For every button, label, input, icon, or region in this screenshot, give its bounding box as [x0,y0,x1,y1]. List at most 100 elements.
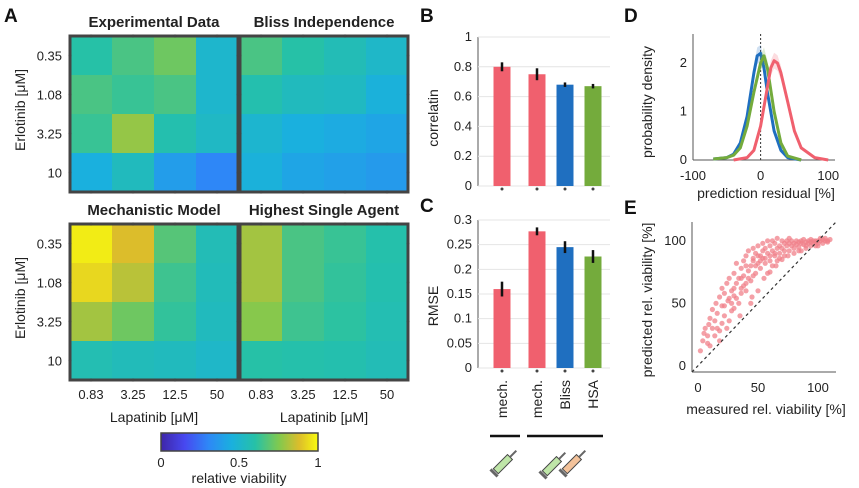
heatmap-cell [282,75,325,115]
tick-mark [535,369,539,373]
bar [528,74,546,186]
tick-mark [406,358,410,363]
tick-mark [259,190,263,194]
x-category-label: mech. [529,380,545,418]
y-tick-label: 0.8 [454,59,472,74]
scatter-point [721,290,728,296]
tick-mark [68,53,72,58]
heatmap-cell [240,114,283,154]
scatter-point [748,263,754,269]
heatmap-cell [70,263,113,303]
heatmap-cell [324,36,367,76]
tick-mark [89,378,93,382]
tick-mark [301,190,305,194]
y-tick-label: 0.4 [454,118,472,133]
y-tick-label: 0 [465,178,472,193]
scatter-point [717,338,723,344]
heatmap-cell [324,341,367,381]
scatter-point [719,285,725,291]
xlabel-lapatinib-left: Lapatinib [μM] [110,409,198,425]
heatmap-cell [154,153,197,193]
x-tick-label: 100 [807,380,829,395]
heatmap-cell [324,114,367,154]
y-tick-label: 1 [680,104,687,119]
tick-mark [406,53,410,58]
scatter-point [743,263,749,269]
heatmap-cell [70,114,113,154]
scatter-point [717,294,723,300]
scatter-point [765,270,771,276]
y-tick-label: 0.2 [454,261,472,276]
tick-mark [238,280,242,285]
scatter-point [755,288,761,294]
tick-mark [238,241,242,246]
y-tick-label: 0.05 [447,335,472,350]
y-tick-label: 0.15 [447,286,472,301]
heatmap-0 [68,34,240,194]
y-tick-label: 0.35 [37,49,62,64]
heatmap-cell [240,341,283,381]
y-tick-label: 0.1 [454,311,472,326]
tick-mark [238,319,242,324]
tick-mark [385,222,389,226]
panel-label-d: D [624,6,638,27]
scatter-point [791,250,797,256]
syringe-green-icon [538,451,567,480]
tick-mark [259,378,263,382]
tick-mark [68,358,72,363]
heatmap-cell [240,36,283,76]
heatmap-cell [154,224,197,264]
scatter-point [803,245,809,251]
tick-mark [500,187,504,191]
bar [556,247,574,368]
x-tick-label: 12.5 [162,387,187,402]
x-tick-label: 50 [210,387,224,402]
scatter-point [786,248,792,254]
scatter-point [761,275,767,281]
tick-mark [343,222,347,226]
scatter-point [774,235,780,241]
bar [584,86,602,186]
heatmap-cell [366,263,409,303]
bar [493,66,511,186]
colorbar-tick-1: 1 [314,455,321,470]
scatter-point [750,245,756,251]
ylabel-rmse: RMSE [425,286,441,326]
heatmap-cell [70,75,113,115]
tick-mark [238,170,242,175]
heatmap-cell [366,75,409,115]
tick-mark [406,131,410,136]
tick-mark [301,222,305,226]
tick-mark [259,222,263,226]
tick-mark [131,378,135,382]
tick-mark [215,34,219,38]
tick-mark [301,378,305,382]
x-tick-label: 0.83 [248,387,273,402]
heatmap-frame [238,34,410,194]
tick-mark [173,378,177,382]
tick-mark [238,53,242,58]
tick-mark [406,241,410,246]
scatter-point [733,280,740,286]
scatter-point [757,265,764,271]
tick-mark [591,187,595,191]
tick-mark [385,190,389,194]
scatter-point [755,243,761,249]
identity-line [691,221,837,373]
y-tick-label: 10 [48,354,62,369]
scatter-point [777,255,783,261]
tick-mark [131,190,135,194]
heatmap-3 [238,222,410,382]
heatmap-cell [154,36,197,76]
tick-mark [343,190,347,194]
heatmap-title-mechanistic: Mechanistic Model [87,202,220,219]
x-category-label: mech. [494,380,510,418]
tick-mark [563,369,567,373]
scatter-point [760,255,766,261]
panel-label-c: C [420,196,434,217]
y-tick-label: 0 [680,152,687,167]
tick-mark [68,319,72,324]
y-tick-label: 0.2 [454,148,472,163]
tick-mark [215,190,219,194]
panel-label-b: B [420,6,434,27]
